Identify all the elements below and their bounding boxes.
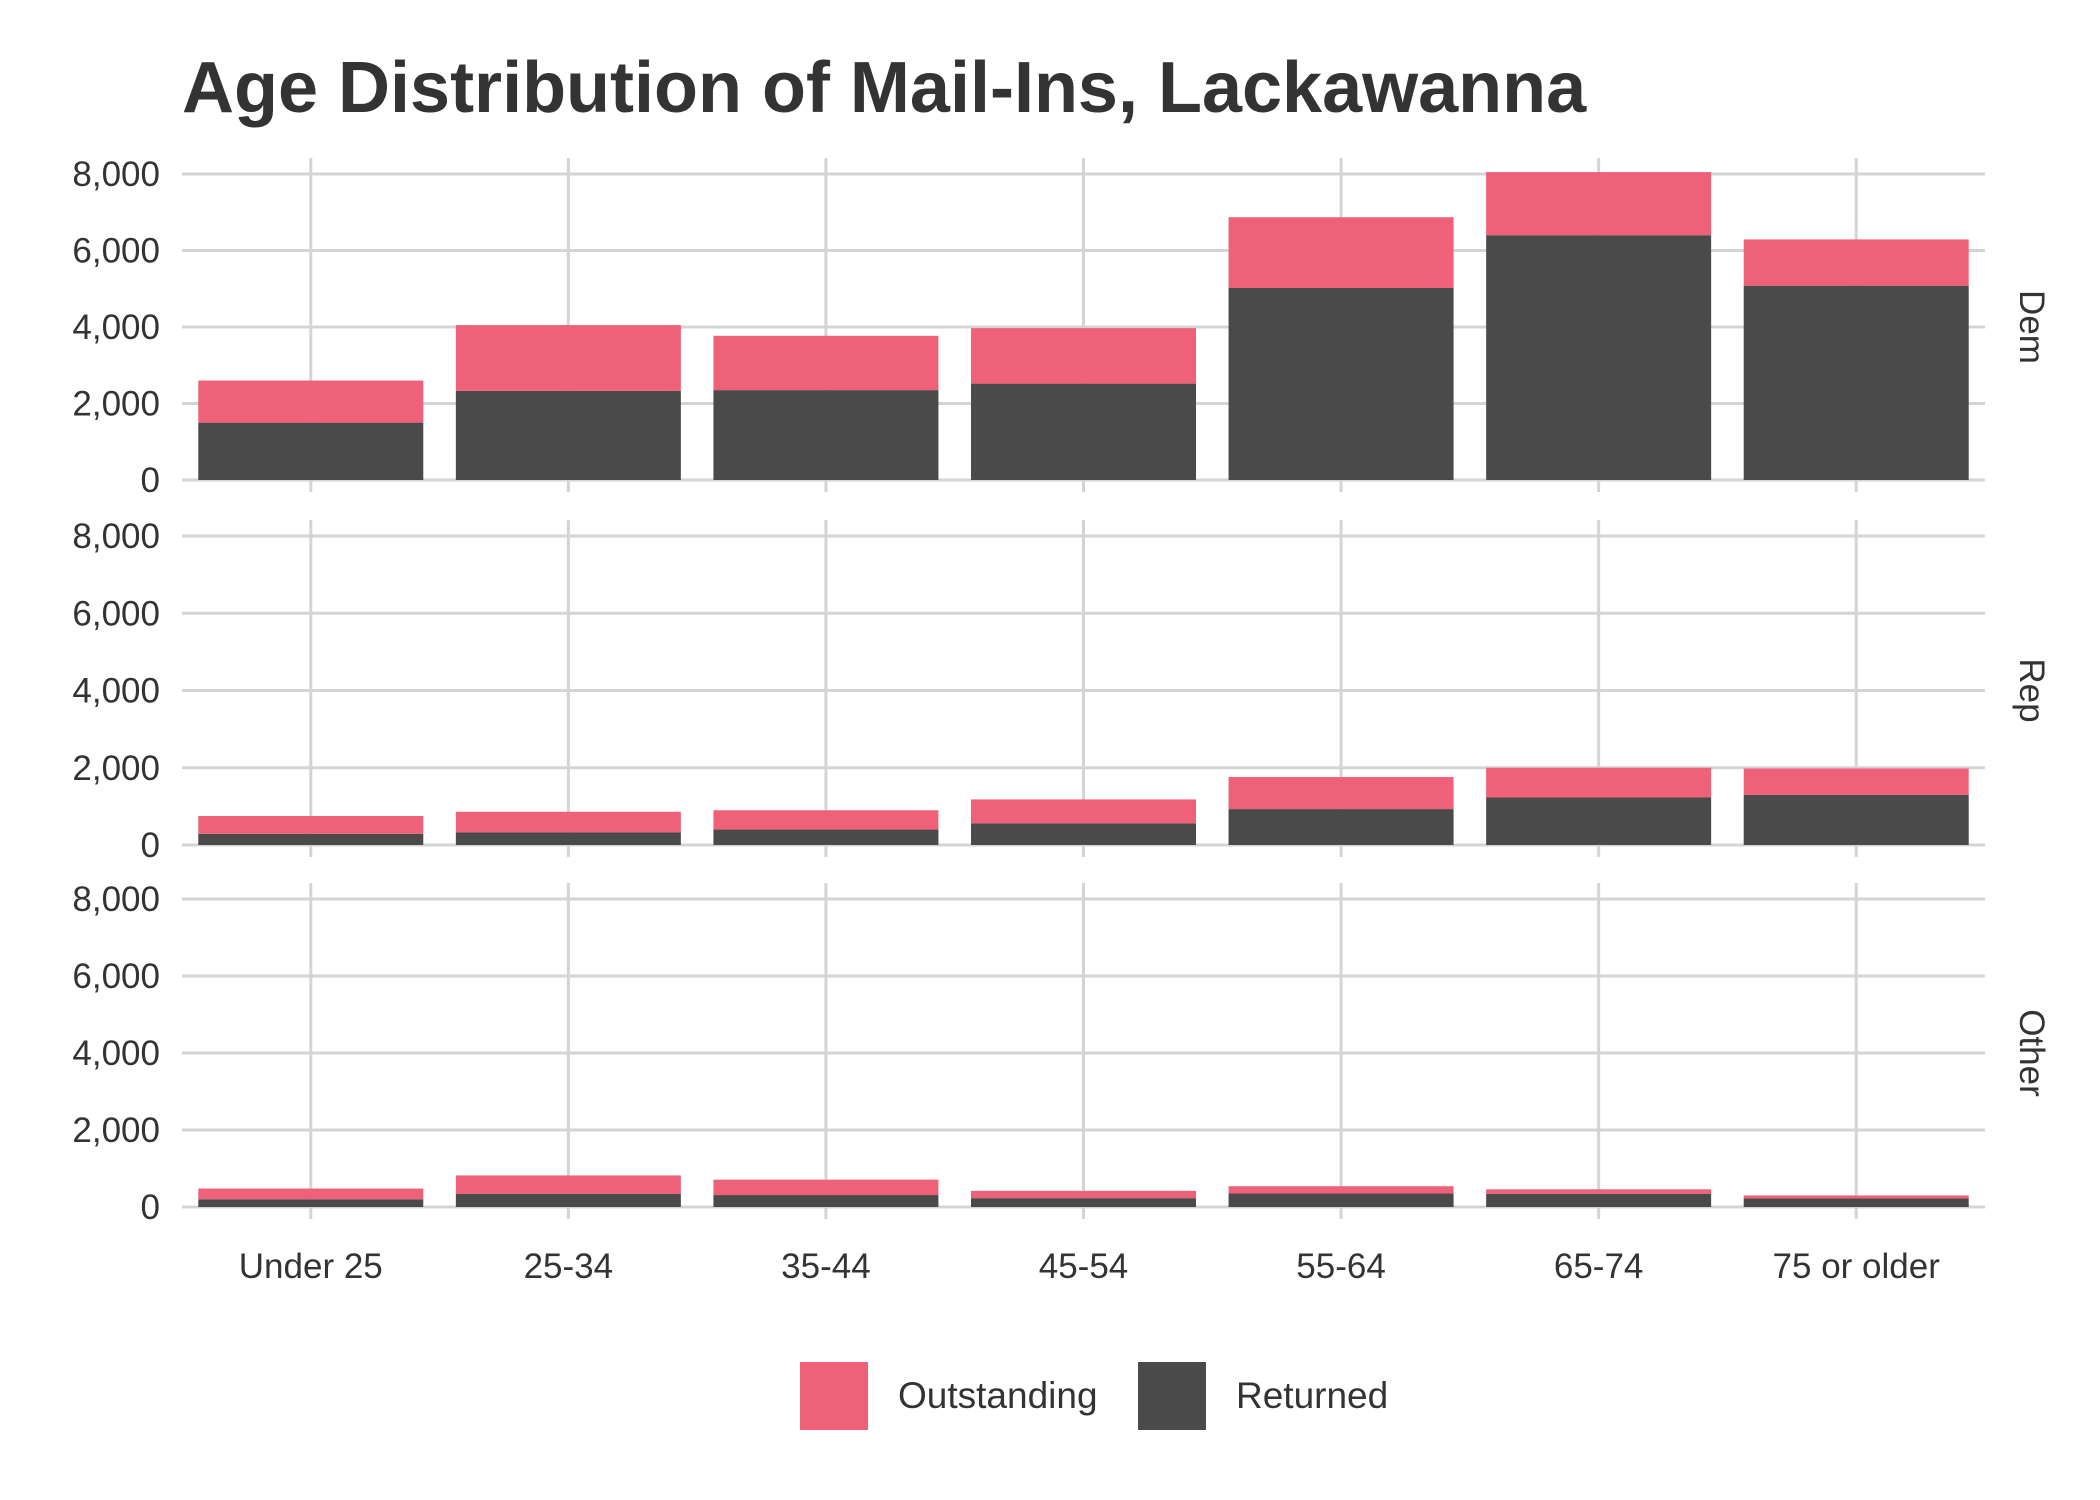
bar-outstanding (1486, 172, 1712, 236)
y-tick-label: 0 (141, 1188, 160, 1227)
legend: Outstanding Returned (800, 1362, 1388, 1430)
y-tick-label: 8,000 (72, 155, 160, 194)
bar-returned (971, 383, 1196, 480)
y-tick-label: 0 (141, 826, 160, 865)
bar-outstanding (713, 335, 939, 391)
y-tick-label: 4,000 (72, 672, 160, 711)
bar-outstanding (971, 328, 1196, 384)
facet-label-other: Other (2012, 1009, 2051, 1097)
x-tick-label: 65-74 (1554, 1247, 1644, 1286)
y-tick-label: 2,000 (72, 749, 160, 788)
panel-dem: 0 2,000 4,000 6,000 8,000 Dem (72, 155, 2051, 500)
bar-outstanding (1486, 767, 1712, 798)
bar-returned (198, 422, 424, 480)
x-tick-label: 75 or older (1773, 1247, 1941, 1286)
facet-label-rep: Rep (2012, 658, 2051, 722)
x-tick-label: 45-54 (1039, 1247, 1129, 1286)
y-tick-label: 6,000 (72, 232, 160, 271)
legend-key-returned (1138, 1362, 1206, 1430)
legend-item-returned: Returned (1138, 1362, 1388, 1430)
y-tick-label: 0 (141, 461, 160, 500)
y-tick-label: 4,000 (72, 1034, 160, 1073)
bar-returned (971, 823, 1196, 845)
bar-outstanding (1743, 239, 1969, 286)
y-tick-label: 2,000 (72, 385, 160, 424)
bar-outstanding (455, 811, 681, 833)
bar-outstanding (455, 325, 681, 391)
bar-returned (198, 1199, 424, 1207)
bar-returned (198, 833, 424, 845)
bar-outstanding (713, 1179, 939, 1196)
bar-returned (1228, 287, 1454, 480)
chart-title: Age Distribution of Mail-Ins, Lackawanna (182, 48, 1587, 128)
bar-outstanding (1228, 217, 1454, 288)
x-tick-label: 55-64 (1296, 1247, 1386, 1286)
y-tick-label: 8,000 (72, 517, 160, 556)
bar-outstanding (1486, 1189, 1712, 1194)
bar-returned (1486, 797, 1712, 845)
bar-returned (455, 1193, 681, 1207)
bar-outstanding (455, 1175, 681, 1194)
y-tick-label: 6,000 (72, 957, 160, 996)
bar-returned (1486, 1193, 1712, 1207)
bar-returned (1228, 809, 1454, 845)
legend-label: Outstanding (898, 1375, 1098, 1416)
bar-outstanding (713, 810, 939, 830)
bar-outstanding (1228, 1186, 1454, 1194)
bar-returned (1743, 285, 1969, 480)
panel-rep: 0 2,000 4,000 6,000 8,000 Rep (72, 517, 2051, 865)
bar-outstanding (1743, 768, 1969, 795)
bar-returned (1228, 1193, 1454, 1207)
x-tick-label: 35-44 (781, 1247, 871, 1286)
x-axis: Under 25 25-34 35-44 45-54 55-64 65-74 75 or o… (239, 1247, 1940, 1286)
panel-other: 0 2,000 4,000 6,000 8,000 Other (72, 880, 2051, 1227)
bar-returned (971, 1198, 1196, 1207)
bar-returned (1743, 1198, 1969, 1207)
y-tick-label: 2,000 (72, 1111, 160, 1150)
facet-panels: 0 2,000 4,000 6,000 8,000 Dem 0 2,000 4,000 6,000… (72, 155, 2051, 1227)
legend-item-outstanding: Outstanding (800, 1362, 1098, 1430)
legend-label: Returned (1236, 1375, 1388, 1416)
bar-returned (713, 390, 939, 480)
bar-returned (1486, 235, 1712, 480)
y-tick-label: 8,000 (72, 880, 160, 919)
bar-outstanding (1228, 777, 1454, 810)
bar-outstanding (198, 816, 424, 834)
bar-returned (455, 832, 681, 845)
bar-returned (455, 390, 681, 480)
x-tick-label: 25-34 (524, 1247, 614, 1286)
bar-outstanding (1743, 1195, 1969, 1199)
facet-label-dem: Dem (2012, 290, 2051, 364)
bar-outstanding (198, 1188, 424, 1200)
bar-returned (1743, 794, 1969, 845)
bar-outstanding (971, 1190, 1196, 1199)
bar-outstanding (198, 380, 424, 423)
y-tick-label: 6,000 (72, 594, 160, 633)
bar-outstanding (971, 799, 1196, 824)
bar-returned (713, 829, 939, 845)
x-tick-label: Under 25 (239, 1247, 383, 1286)
bar-returned (713, 1195, 939, 1207)
legend-key-outstanding (800, 1362, 868, 1430)
y-tick-label: 4,000 (72, 308, 160, 347)
